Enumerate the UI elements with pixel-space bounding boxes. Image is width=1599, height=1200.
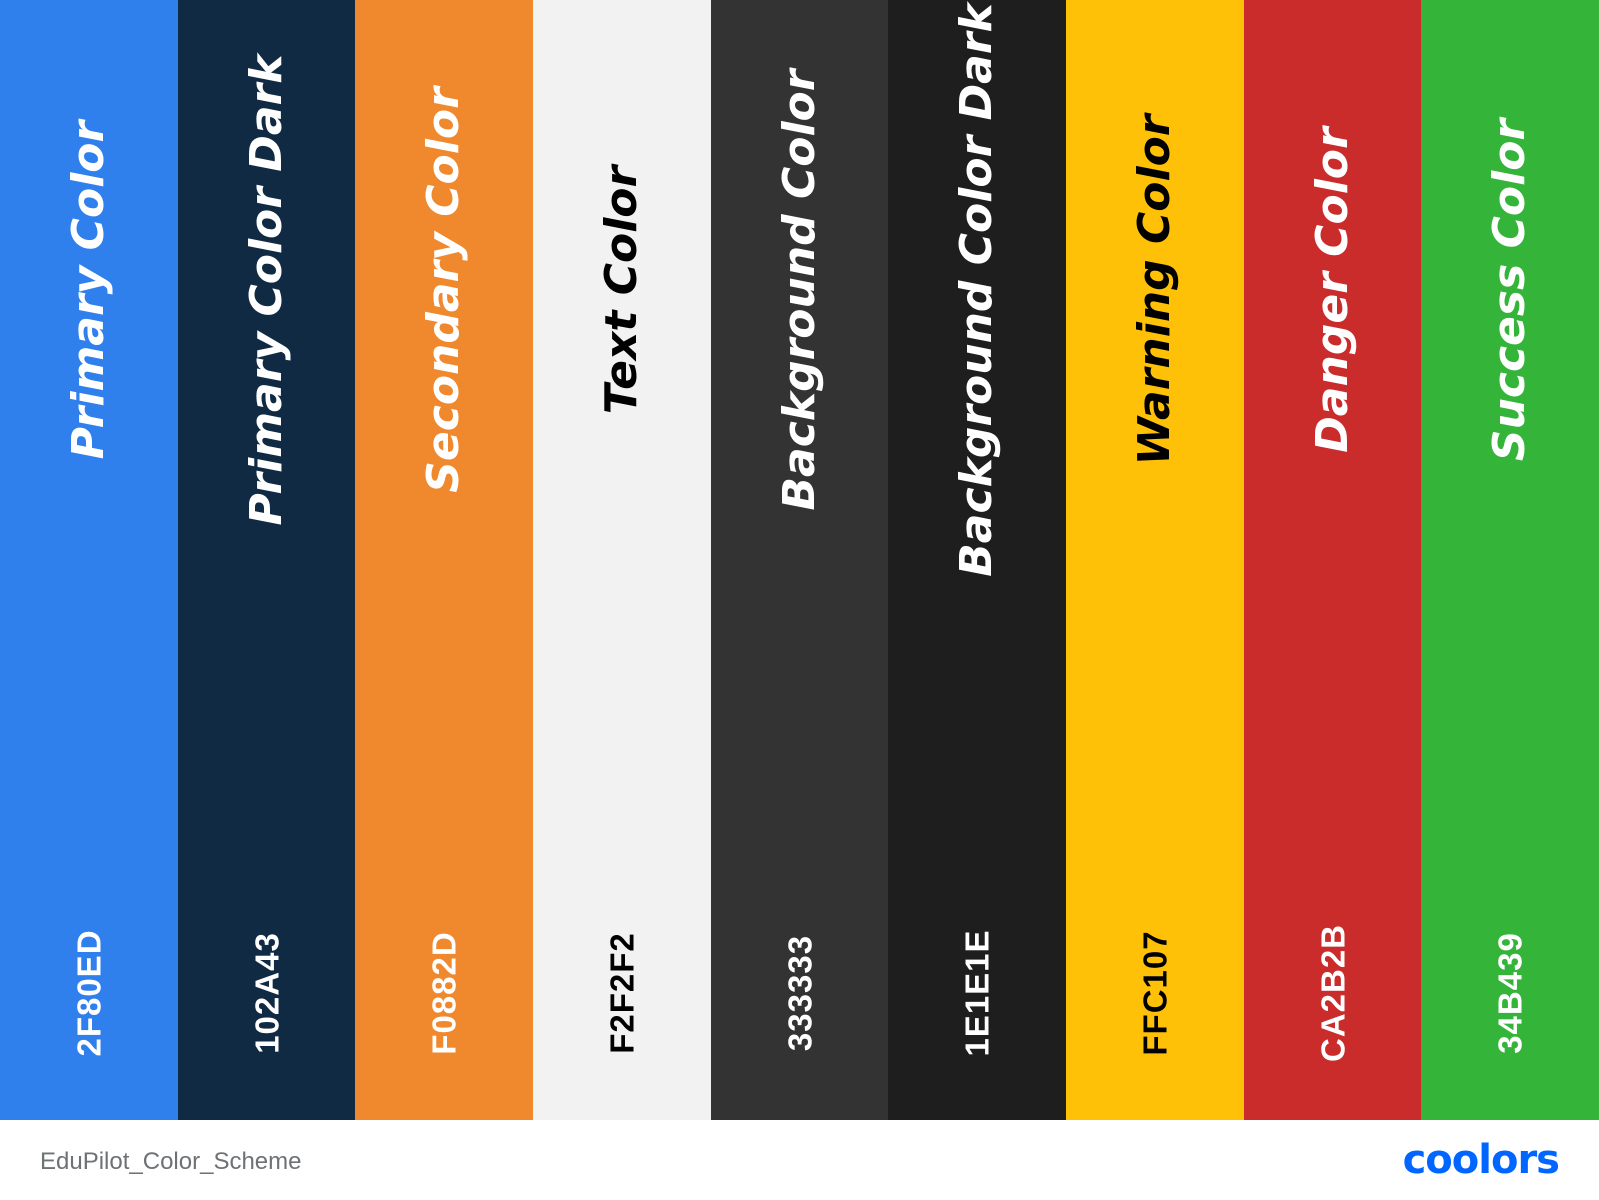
scheme-name: EduPilot_Color_Scheme xyxy=(40,1148,302,1175)
swatch-success-color[interactable]: Success Color 34B439 xyxy=(1421,0,1599,1120)
swatch-background-color[interactable]: Background Color 333333 xyxy=(710,0,889,1120)
swatch-warning-color[interactable]: Warning Color FFC107 xyxy=(1066,0,1244,1120)
color-name-label: Secondary Color xyxy=(418,87,470,493)
swatch-primary-color-dark[interactable]: Primary Color Dark 102A43 xyxy=(177,0,356,1120)
swatch-secondary-color[interactable]: Secondary Color F0882D xyxy=(355,0,534,1120)
color-name-label: Background Color Dark xyxy=(951,3,1003,577)
color-name-label: Primary Color xyxy=(62,120,114,460)
swatch-background-color-dark[interactable]: Background Color Dark 1E1E1E xyxy=(888,0,1067,1120)
footer-bar: EduPilot_Color_Scheme coolors xyxy=(0,1120,1599,1200)
hex-code-label[interactable]: F0882D xyxy=(425,931,463,1055)
swatch-text-color[interactable]: Text Color F2F2F2 xyxy=(533,0,711,1120)
hex-code-label[interactable]: 34B439 xyxy=(1491,932,1529,1054)
color-name-label: Text Color xyxy=(595,165,647,415)
hex-code-label[interactable]: CA2B2B xyxy=(1314,923,1352,1063)
hex-code-label[interactable]: FFC107 xyxy=(1136,930,1174,1056)
color-name-label: Background Color xyxy=(773,69,825,511)
color-name-label: Primary Color Dark xyxy=(240,54,292,526)
color-palette: Primary Color 2F80ED Primary Color Dark … xyxy=(0,0,1599,1120)
color-name-label: Success Color xyxy=(1484,118,1536,462)
hex-code-label[interactable]: 102A43 xyxy=(248,932,285,1054)
swatch-danger-color[interactable]: Danger Color CA2B2B xyxy=(1243,0,1422,1120)
swatch-primary-color[interactable]: Primary Color 2F80ED xyxy=(0,0,178,1120)
hex-code-label[interactable]: 333333 xyxy=(781,934,819,1052)
color-name-label: Warning Color xyxy=(1128,114,1180,466)
hex-code-label[interactable]: F2F2F2 xyxy=(603,932,641,1054)
hex-code-label[interactable]: 1E1E1E xyxy=(958,929,996,1057)
hex-code-label[interactable]: 2F80ED xyxy=(70,929,108,1057)
coolors-logo[interactable]: coolors xyxy=(1402,1137,1560,1183)
color-name-label: Danger Color xyxy=(1306,127,1358,453)
